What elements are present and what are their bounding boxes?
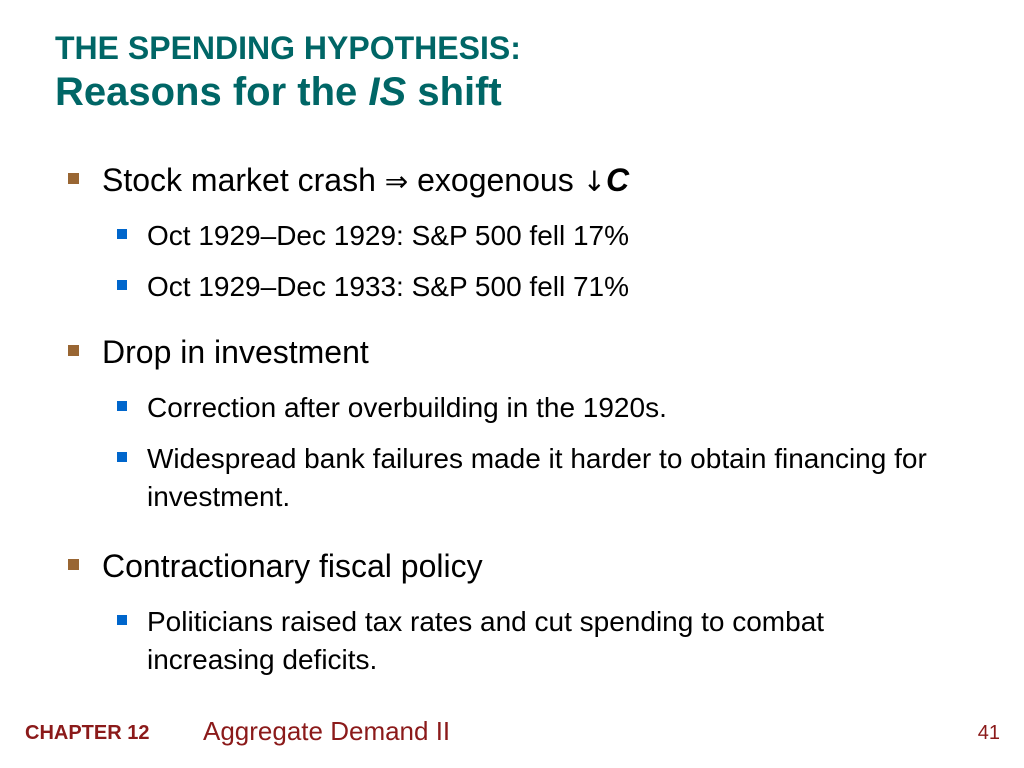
square-bullet-icon [68, 173, 79, 184]
title-line-2-prefix: Reasons for the [55, 70, 369, 114]
slide-title: THE SPENDING HYPOTHESIS: Reasons for the… [55, 28, 521, 116]
bullet-text-middle: exogenous [408, 162, 583, 198]
square-bullet-icon [117, 615, 127, 625]
footer-topic: Aggregate Demand II [203, 716, 451, 746]
sub-bullet-text: Politicians raised tax rates and cut spe… [147, 606, 825, 675]
sub-bullet-text: Oct 1929–Dec 1933: S&P 500 fell 71% [147, 271, 630, 302]
sub-bullet-text: Widespread bank failures made it harder … [147, 443, 927, 512]
square-bullet-icon [68, 345, 79, 356]
sub-bullet-text: Oct 1929–Dec 1929: S&P 500 fell 17% [147, 220, 630, 251]
consumption-variable: C [606, 162, 630, 198]
title-line-2: Reasons for the IS shift [55, 68, 521, 116]
title-line-2-suffix: shift [406, 70, 502, 114]
page-number: 41 [977, 722, 1000, 744]
square-bullet-icon [117, 280, 127, 290]
square-bullet-icon [68, 559, 79, 570]
bullet-text-prefix: Stock market crash [102, 162, 385, 198]
footer-chapter: CHAPTER 12 [25, 722, 150, 744]
square-bullet-icon [117, 401, 127, 411]
square-bullet-icon [117, 452, 127, 462]
square-bullet-icon [117, 229, 127, 239]
implies-arrow: ⇒ [384, 165, 409, 198]
down-arrow: ↓ [582, 165, 607, 198]
bullet-text: Drop in investment [102, 334, 369, 370]
title-line-1: THE SPENDING HYPOTHESIS: [55, 30, 521, 66]
title-line-2-italic: IS [368, 70, 407, 114]
bullet-text: Contractionary fiscal policy [102, 548, 483, 584]
bullet-text: Stock market crash ⇒ exogenous ↓C [102, 160, 629, 202]
sub-bullet-text: Correction after overbuilding in the 192… [147, 392, 667, 423]
